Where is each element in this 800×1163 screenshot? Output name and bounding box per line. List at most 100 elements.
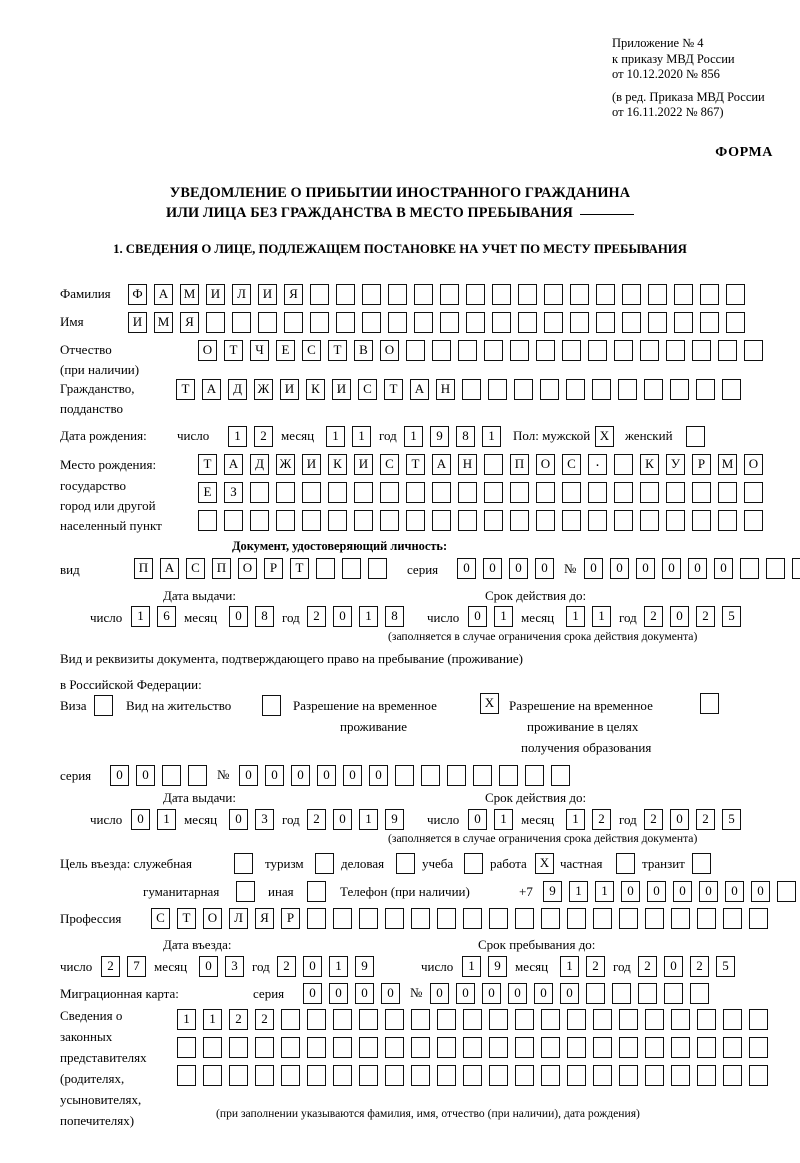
form-cell[interactable]: 0 — [381, 983, 400, 1004]
visa-checkbox[interactable] — [94, 695, 113, 716]
form-cell[interactable]: И — [128, 312, 147, 333]
form-cell[interactable]: 1 — [566, 809, 585, 830]
form-cell[interactable] — [619, 1065, 638, 1086]
form-cell[interactable]: 2 — [586, 956, 605, 977]
form-cell[interactable] — [622, 312, 641, 333]
form-cell[interactable] — [232, 312, 251, 333]
form-cell[interactable] — [316, 558, 335, 579]
form-cell[interactable]: 1 — [359, 606, 378, 627]
form-cell[interactable] — [692, 510, 711, 531]
form-cell[interactable]: 3 — [225, 956, 244, 977]
form-cell[interactable]: 9 — [430, 426, 449, 447]
form-cell[interactable] — [697, 1037, 716, 1058]
form-cell[interactable]: 0 — [303, 956, 322, 977]
form-cell[interactable] — [437, 1009, 456, 1030]
form-cell[interactable]: О — [238, 558, 257, 579]
form-cell[interactable]: 2 — [592, 809, 611, 830]
form-cell[interactable]: 2 — [644, 809, 663, 830]
form-cell[interactable]: Я — [284, 284, 303, 305]
form-cell[interactable] — [432, 510, 451, 531]
form-cell[interactable] — [336, 284, 355, 305]
form-cell[interactable]: Т — [328, 340, 347, 361]
form-cell[interactable]: Л — [232, 284, 251, 305]
form-cell[interactable] — [515, 1037, 534, 1058]
form-cell[interactable] — [310, 284, 329, 305]
form-cell[interactable] — [586, 983, 605, 1004]
form-cell[interactable]: 0 — [483, 558, 502, 579]
form-cell[interactable]: П — [510, 454, 529, 475]
form-cell[interactable] — [484, 482, 503, 503]
form-cell[interactable] — [489, 908, 508, 929]
form-cell[interactable]: Т — [224, 340, 243, 361]
form-cell[interactable]: 1 — [228, 426, 247, 447]
form-cell[interactable] — [671, 1009, 690, 1030]
form-cell[interactable]: 1 — [404, 426, 423, 447]
purpose-business-checkbox[interactable] — [396, 853, 415, 874]
form-cell[interactable]: И — [206, 284, 225, 305]
birth-place-row-3[interactable] — [198, 510, 770, 531]
form-cell[interactable] — [206, 312, 225, 333]
form-cell[interactable] — [447, 765, 466, 786]
form-cell[interactable] — [562, 510, 581, 531]
purpose-study-checkbox[interactable] — [464, 853, 483, 874]
form-cell[interactable] — [670, 379, 689, 400]
form-cell[interactable]: 0 — [688, 558, 707, 579]
form-cell[interactable]: А — [432, 454, 451, 475]
form-cell[interactable] — [368, 558, 387, 579]
form-cell[interactable]: 0 — [751, 881, 770, 902]
form-cell[interactable] — [188, 765, 207, 786]
form-cell[interactable] — [596, 284, 615, 305]
form-cell[interactable]: 0 — [291, 765, 310, 786]
form-cell[interactable]: 0 — [136, 765, 155, 786]
form-cell[interactable]: 9 — [385, 809, 404, 830]
form-cell[interactable] — [284, 312, 303, 333]
form-cell[interactable]: Я — [180, 312, 199, 333]
form-cell[interactable] — [645, 1037, 664, 1058]
form-cell[interactable] — [489, 1037, 508, 1058]
form-cell[interactable] — [385, 1009, 404, 1030]
form-cell[interactable] — [489, 1065, 508, 1086]
form-cell[interactable]: 0 — [468, 809, 487, 830]
form-cell[interactable]: 7 — [127, 956, 146, 977]
purpose-humanitarian-checkbox[interactable] — [236, 881, 255, 902]
form-cell[interactable]: 1 — [566, 606, 585, 627]
form-cell[interactable]: Л — [229, 908, 248, 929]
form-cell[interactable] — [700, 312, 719, 333]
legal-rep-row-3[interactable] — [177, 1065, 775, 1086]
form-cell[interactable] — [562, 340, 581, 361]
form-cell[interactable]: Р — [692, 454, 711, 475]
form-cell[interactable] — [588, 482, 607, 503]
form-cell[interactable] — [640, 340, 659, 361]
form-cell[interactable]: А — [224, 454, 243, 475]
form-cell[interactable] — [359, 1037, 378, 1058]
form-cell[interactable] — [250, 510, 269, 531]
form-cell[interactable]: 0 — [369, 765, 388, 786]
form-cell[interactable] — [336, 312, 355, 333]
form-cell[interactable] — [740, 558, 759, 579]
form-cell[interactable]: 5 — [722, 606, 741, 627]
form-cell[interactable]: М — [154, 312, 173, 333]
form-cell[interactable] — [723, 1065, 742, 1086]
form-cell[interactable] — [697, 1009, 716, 1030]
form-cell[interactable] — [462, 379, 481, 400]
form-cell[interactable] — [276, 510, 295, 531]
form-cell[interactable] — [666, 340, 685, 361]
form-cell[interactable] — [766, 558, 785, 579]
form-cell[interactable] — [593, 1009, 612, 1030]
form-cell[interactable]: А — [410, 379, 429, 400]
form-cell[interactable] — [333, 908, 352, 929]
form-cell[interactable]: Т — [406, 454, 425, 475]
form-cell[interactable] — [385, 1037, 404, 1058]
form-cell[interactable] — [525, 765, 544, 786]
form-cell[interactable]: 2 — [254, 426, 273, 447]
form-cell[interactable] — [622, 284, 641, 305]
form-cell[interactable]: Я — [255, 908, 274, 929]
